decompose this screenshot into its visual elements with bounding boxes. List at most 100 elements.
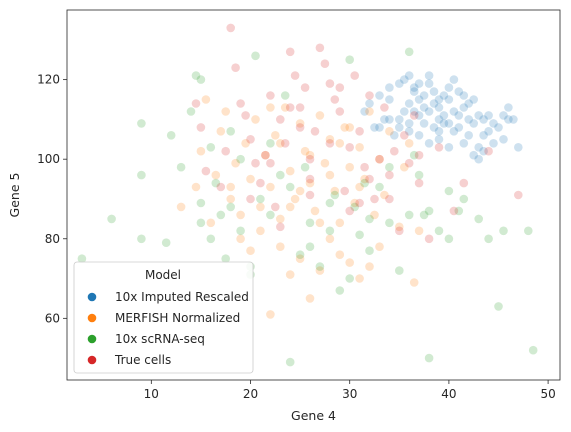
point-series-4-22 [305,174,315,184]
point-series-3-45 [434,226,444,236]
point-series-1-21 [404,119,414,128]
point-series-4-12 [256,178,265,188]
y-tick-label: 60 [45,311,60,325]
point-series-2-52 [325,234,335,244]
point-series-2-18 [271,131,280,140]
point-series-2-31 [335,218,345,228]
point-series-2-68 [315,218,325,228]
point-series-3-11 [196,75,206,84]
point-series-3-36 [365,246,374,255]
point-series-1-33 [464,115,474,124]
point-series-3-3 [137,234,146,244]
point-series-4-24 [315,43,325,53]
point-series-2-32 [340,123,350,132]
point-series-1-22 [409,107,419,116]
point-series-3-60 [266,139,275,148]
point-series-4-39 [390,146,399,156]
point-series-1-64 [499,135,508,144]
point-series-1-66 [474,143,484,152]
point-series-2-63 [285,202,295,212]
point-series-3-59 [236,154,245,164]
point-series-3-62 [305,242,315,251]
point-series-1-1 [365,99,374,108]
point-series-1-31 [454,111,464,120]
point-series-4-15 [271,202,280,212]
legend-items: 10x Imputed Rescaled MERFISH Normalized 10… [87,290,249,367]
point-series-2-61 [236,234,245,244]
y-tick-label: 80 [45,232,60,246]
point-series-1-73 [489,139,498,148]
point-series-4-19 [290,71,300,80]
x-tick-label: 10 [144,387,159,401]
point-series-1-19 [385,115,394,124]
point-series-3-6 [161,238,171,247]
point-series-2-28 [320,158,330,168]
point-series-3-44 [424,353,434,363]
point-series-4-5 [221,146,230,156]
point-series-3-46 [444,234,454,244]
point-series-2-38 [370,210,379,220]
point-series-1-53 [395,123,404,132]
point-series-2-11 [236,210,245,220]
point-series-2-69 [335,139,345,148]
point-series-3-42 [414,170,424,180]
point-series-3-63 [325,226,335,236]
point-series-2-57 [375,242,384,251]
point-series-3-66 [385,162,394,172]
point-series-3-55 [226,127,235,136]
y-axis-ticks: 60 80 100 120 [37,73,67,325]
point-series-1-29 [444,119,454,128]
point-series-2-35 [355,143,364,152]
point-series-1-61 [449,127,459,136]
point-series-1-28 [439,111,449,120]
point-series-4-26 [325,79,335,88]
point-series-4-55 [335,83,345,92]
point-series-1-57 [360,107,369,116]
point-series-4-58 [365,91,374,100]
point-series-2-23 [295,119,305,128]
point-series-4-32 [355,127,364,136]
point-series-1-36 [479,115,488,124]
point-series-2-9 [226,194,235,204]
point-series-2-60 [256,226,265,236]
point-series-1-26 [429,99,439,108]
point-series-4-21 [300,83,310,92]
point-series-2-70 [355,182,364,192]
y-axis-label: Gene 5 [7,173,22,218]
point-series-4-6 [226,23,235,33]
point-series-3-7 [166,131,176,140]
point-series-1-42 [509,115,518,124]
point-series-2-59 [246,246,255,255]
point-series-2-6 [211,170,221,180]
y-tick-label: 100 [37,152,60,166]
x-axis-label: Gene 4 [291,408,336,423]
point-series-1-11 [429,87,439,96]
point-series-4-3 [201,166,211,176]
point-series-2-4 [201,95,211,104]
point-series-1-32 [459,103,469,112]
point-series-3-12 [196,198,206,208]
point-series-4-30 [345,143,355,152]
point-series-3-29 [325,198,335,208]
point-series-3-9 [186,107,196,116]
point-series-4-37 [380,103,389,112]
x-tick-label: 40 [441,387,456,401]
point-series-4-62 [276,222,285,232]
point-series-3-33 [350,202,360,212]
point-series-4-56 [345,206,355,216]
point-series-3-40 [404,47,414,57]
point-series-1-77 [375,123,384,132]
point-series-1-44 [474,154,484,164]
point-series-1-62 [464,131,474,140]
point-series-2-8 [221,107,230,116]
point-series-3-41 [409,150,419,160]
point-series-2-10 [231,158,240,168]
point-series-1-27 [434,115,444,124]
point-series-3-15 [221,254,230,263]
point-series-4-54 [266,158,275,168]
point-series-2-30 [330,186,340,196]
point-series-1-48 [444,143,454,152]
point-series-3-21 [266,210,275,220]
point-series-4-40 [395,226,404,236]
